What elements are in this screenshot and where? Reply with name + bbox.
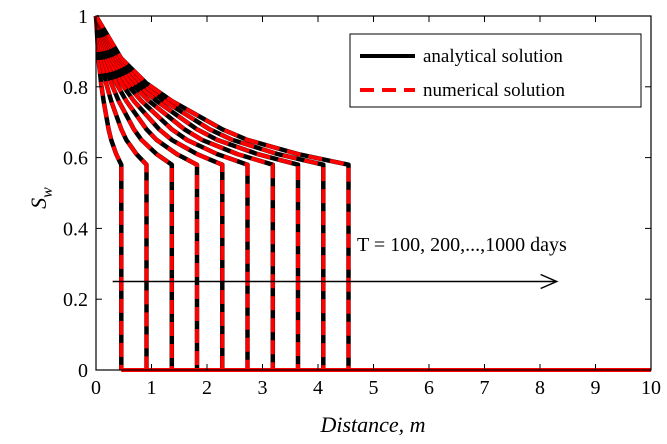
x-tick-label: 0 [91, 377, 101, 399]
numerical-line-T100 [94, 15, 124, 370]
series-T300 [93, 15, 175, 370]
numerical-line-T1000 [94, 14, 351, 370]
y-axis-label: Sw [26, 187, 56, 209]
x-tick-label: 1 [147, 377, 157, 399]
y-tick-label: 0.6 [63, 148, 88, 170]
y-axis-label-main: S [26, 198, 51, 209]
x-tick-label: 2 [202, 377, 212, 399]
numerical-line-T500 [94, 15, 225, 370]
series-T200 [93, 15, 149, 370]
numerical-line-T300 [94, 15, 174, 370]
svg-text:Sw: Sw [26, 187, 56, 209]
x-tick-label: 3 [258, 377, 268, 399]
curve-layer [93, 14, 351, 370]
series-T1000 [94, 14, 351, 370]
x-tick-label: 10 [641, 377, 661, 399]
x-tick-label: 8 [535, 377, 545, 399]
series-T700 [93, 15, 276, 370]
y-tick-label: 0.4 [63, 218, 88, 240]
x-tick-label: 5 [369, 377, 379, 399]
annotation-text: T = 100, 200,...,1000 days [357, 234, 567, 256]
annotation-arrow-head [540, 273, 559, 290]
numerical-line-T600 [94, 15, 250, 370]
numerical-line-T900 [94, 15, 326, 370]
x-tick-label: 9 [591, 377, 601, 399]
legend-label-numerical: numerical solution [423, 80, 565, 101]
y-tick-label: 0.2 [63, 289, 88, 311]
time-annotation: T = 100, 200,...,1000 days [112, 234, 567, 290]
series-T100 [93, 15, 124, 370]
series-T800 [93, 15, 301, 370]
series-T600 [93, 15, 250, 370]
series-T500 [93, 15, 225, 370]
y-tick-label: 0.8 [63, 77, 88, 99]
x-tick-label: 7 [480, 377, 490, 399]
legend: analytical solution numerical solution [349, 33, 642, 108]
y-axis-label-sub: w [39, 187, 56, 198]
y-tick-label: 1 [78, 6, 88, 28]
legend-box [349, 33, 642, 108]
axis-ticks: 0 1 2 3 4 5 6 7 8 9 10 0 0.2 0.4 0.6 0.8 1 [63, 6, 661, 399]
x-tick-label: 6 [424, 377, 434, 399]
x-tick-label: 4 [313, 377, 323, 399]
series-T400 [93, 15, 200, 370]
numerical-line-T400 [94, 15, 199, 370]
numerical-line-T700 [94, 15, 275, 370]
numerical-line-T200 [94, 15, 149, 370]
numerical-line-T800 [94, 15, 300, 370]
y-tick-label: 0 [78, 360, 88, 382]
legend-label-analytical: analytical solution [423, 46, 563, 67]
x-axis-label: Distance, m [319, 412, 425, 437]
series-T900 [94, 14, 326, 370]
